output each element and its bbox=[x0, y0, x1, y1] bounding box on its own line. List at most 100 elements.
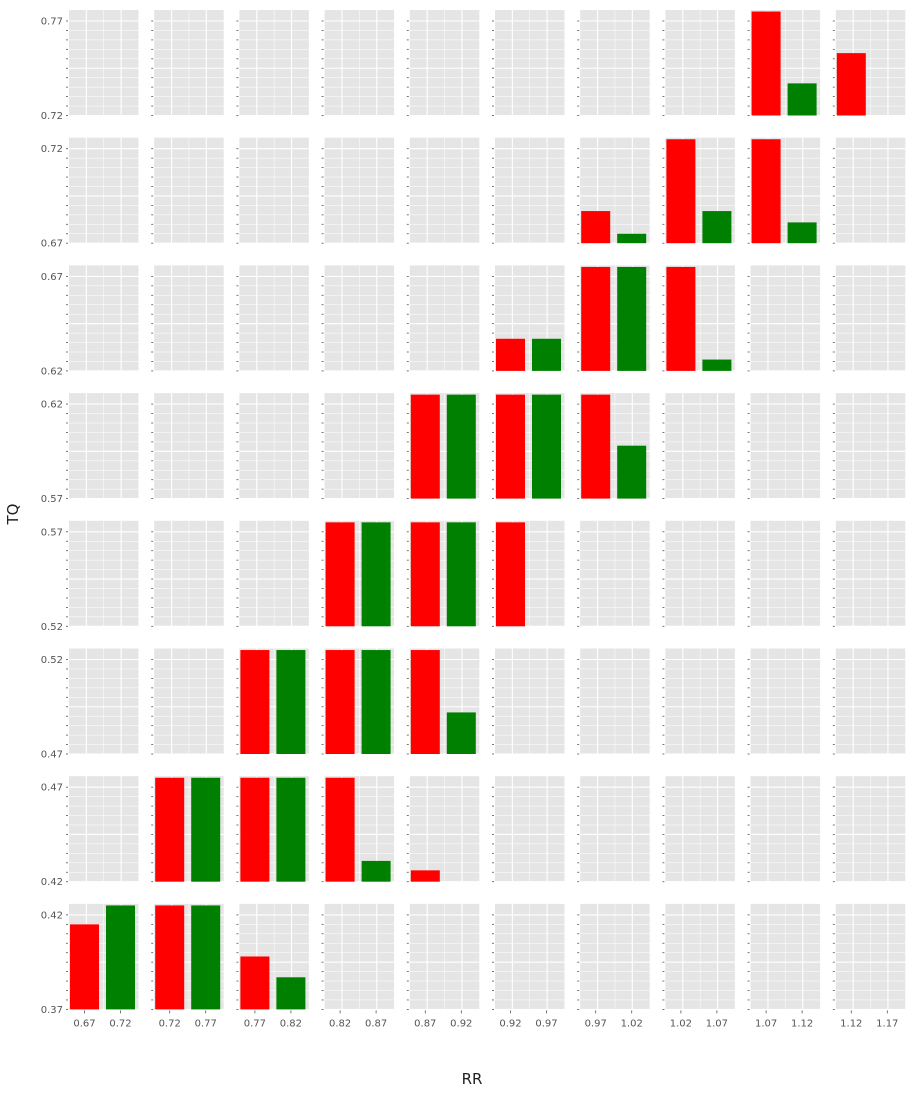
bar-red bbox=[581, 394, 611, 499]
facet-panel bbox=[236, 10, 309, 117]
bar-green bbox=[361, 650, 391, 754]
bar-green bbox=[617, 233, 647, 244]
facet-panel bbox=[832, 903, 906, 1010]
y-axis-title: TQ bbox=[4, 504, 22, 526]
facet-panel bbox=[321, 393, 395, 500]
x-tick-label: 1.12 bbox=[791, 1018, 813, 1029]
facet-panel bbox=[151, 776, 224, 883]
y-tick-label: 0.72 bbox=[41, 144, 63, 155]
x-tick-label: 0.77 bbox=[244, 1018, 266, 1029]
y-tick-label: 0.52 bbox=[41, 622, 63, 633]
facet-panel bbox=[577, 393, 650, 500]
facet-panel bbox=[832, 137, 906, 244]
bar-green bbox=[702, 211, 732, 244]
bar-red bbox=[581, 211, 611, 244]
facet-panel bbox=[406, 265, 480, 372]
facet-panel bbox=[151, 903, 224, 1010]
facet-panel bbox=[236, 903, 309, 1010]
facet-panel bbox=[662, 648, 735, 755]
facet-panel bbox=[832, 648, 906, 755]
facet-panel bbox=[662, 10, 735, 117]
bar-green bbox=[702, 359, 732, 371]
bar-red bbox=[496, 522, 525, 627]
bar-red bbox=[666, 139, 696, 244]
x-tick-label: 0.97 bbox=[585, 1018, 607, 1029]
x-tick-label: 0.82 bbox=[280, 1018, 302, 1029]
facet-panel bbox=[577, 10, 650, 117]
x-tick-label: 0.77 bbox=[195, 1018, 217, 1029]
facet-panel bbox=[66, 520, 139, 627]
y-tick-label: 0.47 bbox=[41, 750, 63, 761]
facet-panel bbox=[66, 776, 139, 883]
y-tick-label: 0.67 bbox=[41, 239, 63, 250]
facet-panels: 0.72 0.77 0.67 0.72 0.62 0.67 0.57 0.62 0.52 0.57… bbox=[41, 10, 906, 1029]
bar-green bbox=[361, 860, 391, 882]
facet-panel bbox=[832, 520, 906, 627]
facet-panel bbox=[406, 10, 480, 117]
y-tick-label: 0.77 bbox=[41, 17, 63, 28]
facet-panel bbox=[832, 265, 906, 372]
facet-panel bbox=[321, 137, 395, 244]
bar-red bbox=[240, 956, 270, 1010]
bar-green bbox=[787, 83, 817, 116]
x-tick-label: 1.17 bbox=[876, 1018, 898, 1029]
facet-panel bbox=[66, 265, 139, 372]
facet-panel bbox=[832, 776, 906, 883]
facet-panel bbox=[236, 648, 309, 755]
bar-red bbox=[496, 338, 525, 371]
facet-panel bbox=[662, 520, 735, 627]
facet-panel bbox=[236, 776, 309, 883]
x-tick-label: 1.07 bbox=[755, 1018, 777, 1029]
facet-panel bbox=[321, 10, 395, 117]
bar-red bbox=[70, 924, 99, 1010]
facet-panel bbox=[747, 137, 821, 244]
bar-red bbox=[325, 522, 355, 627]
bar-red bbox=[155, 905, 185, 1010]
facet-panel bbox=[492, 648, 565, 755]
facet-panel bbox=[747, 265, 821, 372]
facet-panel bbox=[577, 137, 650, 244]
facet-panel bbox=[577, 265, 650, 372]
x-tick-label: 1.02 bbox=[670, 1018, 692, 1029]
x-tick-label: 0.72 bbox=[159, 1018, 181, 1029]
facet-panel bbox=[151, 393, 224, 500]
facet-panel bbox=[492, 265, 565, 372]
facet-panel bbox=[66, 10, 139, 117]
facet-panel bbox=[662, 776, 735, 883]
bar-green bbox=[106, 905, 135, 1010]
bar-red bbox=[751, 139, 781, 244]
x-tick-label: 0.67 bbox=[73, 1018, 95, 1029]
facet-panel bbox=[747, 393, 821, 500]
facet-panel bbox=[577, 903, 650, 1010]
bar-green bbox=[276, 650, 306, 754]
bar-green bbox=[787, 222, 817, 244]
facet-panel bbox=[662, 393, 735, 500]
facet-panel bbox=[151, 265, 224, 372]
facet-panel bbox=[747, 520, 821, 627]
facet-panel bbox=[321, 776, 395, 883]
y-tick-label: 0.67 bbox=[41, 272, 63, 283]
facet-panel bbox=[321, 265, 395, 372]
bar-red bbox=[325, 650, 355, 754]
bar-red bbox=[240, 650, 270, 754]
y-tick-label: 0.47 bbox=[41, 783, 63, 794]
bar-red bbox=[410, 870, 440, 882]
bar-green bbox=[446, 522, 476, 627]
y-tick-label: 0.57 bbox=[41, 494, 63, 505]
facet-panel bbox=[406, 776, 480, 883]
facet-panel bbox=[151, 520, 224, 627]
facet-panel bbox=[406, 648, 480, 755]
facet-panel bbox=[151, 648, 224, 755]
facet-panel bbox=[492, 520, 565, 627]
facet-panel bbox=[406, 137, 480, 244]
x-tick-label: 1.12 bbox=[840, 1018, 862, 1029]
facet-panel bbox=[492, 10, 565, 117]
x-axis-title: RR bbox=[462, 1070, 483, 1088]
facet-panel bbox=[151, 10, 224, 117]
facet-panel bbox=[662, 265, 735, 372]
facet-panel bbox=[66, 903, 139, 1010]
y-tick-label: 0.52 bbox=[41, 655, 63, 666]
bar-green bbox=[446, 394, 476, 499]
facet-panel bbox=[747, 10, 821, 117]
